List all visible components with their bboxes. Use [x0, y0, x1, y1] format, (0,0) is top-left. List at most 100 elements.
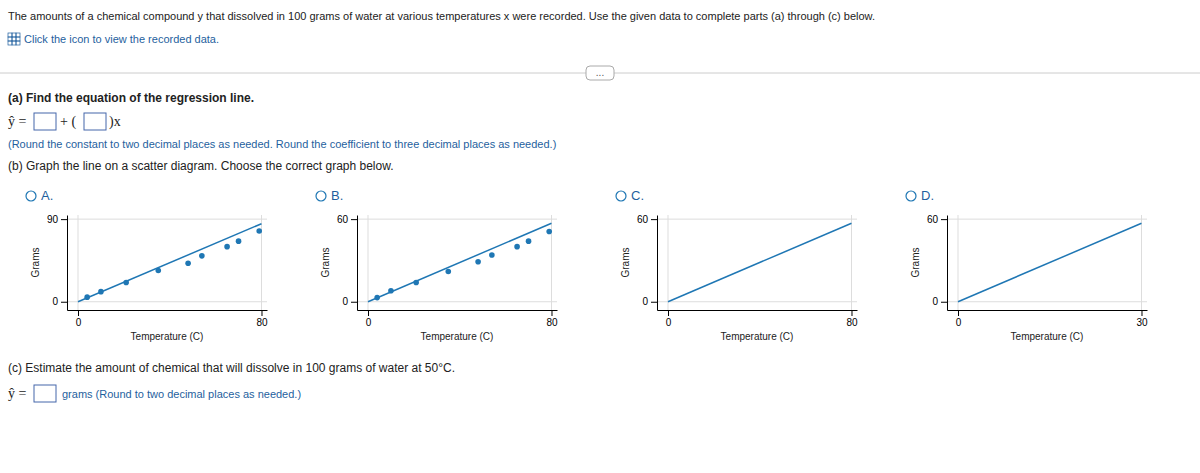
table-icon-cell[interactable]: [12, 33, 16, 37]
tick: 0: [366, 310, 372, 328]
tick: 0: [666, 310, 672, 328]
grid: [947, 215, 1147, 310]
x-axis-title: Temperature (C): [1011, 331, 1084, 342]
point: [526, 238, 532, 244]
tick-mark: [941, 302, 947, 303]
chart-title[interactable]: B.: [331, 188, 343, 203]
tick-label: 60: [337, 214, 349, 225]
tick: 0: [956, 310, 962, 328]
point: [199, 253, 205, 259]
title: The amounts of a chemical compound y tha…: [8, 10, 875, 22]
regression-line: [368, 223, 551, 301]
tick-label: 0: [642, 296, 648, 307]
tick-mark: [351, 219, 357, 220]
radio-button[interactable]: [316, 191, 326, 201]
chart: 080060Temperature (C)Grams: [320, 214, 558, 342]
y-axis: 0 60: [927, 214, 948, 311]
table-icon-cell[interactable]: [8, 41, 12, 45]
axis-line: [358, 310, 558, 311]
grid-line: [657, 301, 857, 302]
ellipsis-text[interactable]: ...: [596, 67, 604, 78]
axis-line: [658, 310, 858, 311]
equation-text: ŷ =: [8, 386, 27, 401]
chart-title[interactable]: A.: [41, 188, 53, 203]
tick-label: 0: [366, 317, 372, 328]
table-icon-cell[interactable]: [16, 33, 20, 37]
table-icon-cell[interactable]: [12, 37, 16, 41]
radio-button[interactable]: [616, 191, 626, 201]
tick-mark: [61, 219, 67, 220]
answer-box[interactable]: [34, 113, 56, 130]
plot-background: [357, 215, 557, 310]
note: (Round the constant to two decimal place…: [8, 138, 556, 150]
equation-text: )x: [109, 114, 121, 130]
chart-title[interactable]: D.: [921, 188, 934, 203]
part-c: (c) Estimate the amount of chemical that…: [8, 361, 455, 375]
radio-button[interactable]: [906, 191, 916, 201]
y-axis: 060: [637, 214, 658, 311]
tick-label: 0: [52, 296, 58, 307]
regression-line: [668, 223, 851, 301]
chart: 0 30 0 60 Temperature (C) Grams: [910, 214, 1148, 342]
tick-mark: [941, 219, 947, 220]
tick-mark: [668, 310, 669, 316]
tick-label: 0: [76, 317, 82, 328]
tick-label: 90: [47, 214, 59, 225]
grid-line: [851, 215, 852, 310]
axis-line: [67, 216, 68, 311]
grid-line: [357, 301, 557, 302]
grid-line: [1141, 215, 1142, 310]
regression-line: [78, 224, 261, 302]
chart: 080060Temperature (C)Grams: [620, 214, 858, 342]
link-text[interactable]: Click the icon to view the recorded data…: [24, 33, 219, 45]
tick-mark: [78, 310, 79, 316]
radio-button[interactable]: [26, 191, 36, 201]
point: [256, 228, 262, 234]
tick-label: 0: [666, 317, 672, 328]
tick-label: 30: [1136, 317, 1148, 328]
grid-line: [947, 301, 1147, 302]
ellipsis-button[interactable]: [586, 66, 614, 80]
marks: [958, 223, 1141, 301]
y-axis-title: Grams: [910, 248, 921, 278]
table-icon-cell[interactable]: [8, 33, 12, 37]
axis-line: [948, 310, 1148, 311]
answer-box[interactable]: [34, 385, 56, 402]
marks: [668, 223, 851, 301]
tick-mark: [368, 310, 369, 316]
tick-mark: [651, 219, 657, 220]
grid: [357, 215, 557, 310]
chart-title[interactable]: C.: [631, 188, 644, 203]
answer-box[interactable]: [84, 113, 106, 130]
x-axis: 0 80: [68, 310, 268, 328]
table-icon-cell[interactable]: [8, 37, 12, 41]
table-icon[interactable]: [8, 33, 20, 45]
chart: 080090Temperature (C)Grams: [30, 214, 268, 342]
table-icon-cell[interactable]: [16, 41, 20, 45]
tick-label: 0: [342, 296, 348, 307]
tick-mark: [851, 310, 852, 316]
tick-label: 60: [927, 214, 939, 225]
table-icon-cell[interactable]: [12, 41, 16, 45]
axis-line: [357, 216, 358, 311]
x-axis-title: Temperature (C): [131, 331, 204, 342]
grid: [67, 215, 267, 310]
tick-label: 80: [256, 317, 268, 328]
tick-mark: [61, 302, 67, 303]
equation-text: + (: [60, 114, 76, 130]
page: The amounts of a chemical compound y tha…: [0, 0, 1200, 473]
regression-line: [958, 223, 1141, 301]
y-axis-title: Grams: [620, 248, 631, 278]
table-icon-cell[interactable]: [16, 37, 20, 41]
tick: 0: [52, 296, 67, 307]
x-axis: 080: [358, 310, 558, 328]
y-axis: 0 60: [337, 214, 358, 311]
grid-line: [368, 215, 369, 310]
tick: 0: [76, 310, 82, 328]
grid-line: [67, 301, 267, 302]
axis-line: [947, 216, 948, 311]
tick: 80: [256, 310, 268, 328]
axis-line: [68, 310, 268, 311]
point: [475, 259, 481, 265]
tick: 0: [932, 296, 947, 307]
